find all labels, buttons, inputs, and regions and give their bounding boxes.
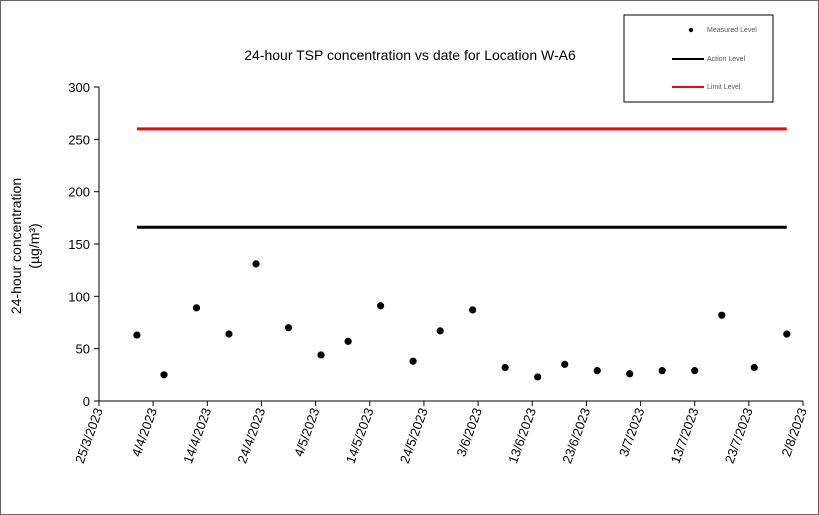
data-point [252,260,260,268]
x-tick-label: 24/5/2023 [397,406,431,465]
data-point [718,311,726,319]
legend-label-action-level: Action Level [707,56,746,63]
data-point [561,360,569,368]
data-point [225,330,233,338]
x-tick-label: 24/4/2023 [234,406,268,465]
x-tick-label: 23/7/2023 [722,406,756,465]
legend: Measured Level Action Level Limit Level [623,14,774,103]
x-tick-label: 3/6/2023 [453,406,484,459]
x-tick-label: 4/4/2023 [129,406,160,459]
reference-lines [136,127,787,229]
y-axis-label-line2: (µg/m³) [26,223,42,268]
data-point [317,351,325,359]
data-point [160,371,168,379]
x-tick-label: 13/7/2023 [668,406,702,465]
x-tick-label: 23/6/2023 [559,406,593,465]
x-tick-label: 25/3/2023 [72,406,106,465]
x-axis-ticks: 25/3/2023 4/4/2023 14/4/2023 24/4/2023 4/5/2… [72,401,810,465]
y-tick-label: 200 [68,185,90,200]
legend-label-limit-level: Limit Level [707,84,741,91]
y-tick-label: 150 [68,237,90,252]
data-point [409,357,417,365]
x-tick-label: 14/4/2023 [180,406,214,465]
y-tick-label: 100 [68,289,90,304]
y-tick-label: 300 [68,80,90,95]
data-point [658,367,666,375]
y-axis-label: 24-hour concentration (µg/m³) [8,178,42,314]
legend-label-measured-level: Measured Level [707,27,757,34]
chart-title: 24-hour TSP concentration vs date for Lo… [244,47,576,63]
data-points [133,260,791,381]
data-point [501,363,509,372]
data-point [469,306,477,314]
data-point [750,363,758,372]
x-tick-label: 13/6/2023 [505,406,539,465]
data-point [593,367,601,375]
x-tick-label: 4/5/2023 [291,406,322,459]
y-tick-label: 50 [76,342,90,357]
y-axis-ticks: 0 50 100 150 200 250 300 [68,80,99,409]
data-point [377,302,385,310]
legend-marker-measured-level [688,27,694,33]
x-tick-label: 14/5/2023 [343,406,377,465]
data-point [133,331,141,339]
x-tick-label: 3/7/2023 [616,406,647,459]
data-point [691,367,699,375]
data-point [344,337,352,345]
y-tick-label: 250 [68,132,90,147]
data-point [436,327,444,335]
y-axis-label-line1: 24-hour concentration [8,178,24,314]
data-point [534,373,542,381]
data-point [192,304,201,312]
y-tick-label: 0 [83,394,90,409]
data-point [626,370,634,378]
axes [98,87,803,402]
data-point [284,324,293,332]
x-tick-label: 2/8/2023 [778,406,809,459]
data-point [783,330,791,338]
